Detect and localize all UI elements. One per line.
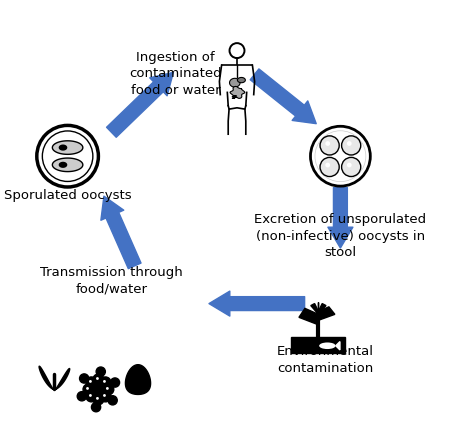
Polygon shape (319, 304, 326, 314)
Ellipse shape (319, 342, 336, 349)
Circle shape (37, 125, 99, 187)
Circle shape (86, 391, 97, 402)
Polygon shape (55, 369, 70, 389)
Circle shape (86, 387, 89, 390)
FancyArrowPatch shape (107, 72, 173, 137)
Bar (292, 337, 346, 353)
Text: Transmission through
food/water: Transmission through food/water (40, 266, 183, 296)
Circle shape (110, 378, 119, 387)
Circle shape (342, 136, 361, 155)
Polygon shape (311, 304, 319, 314)
Circle shape (342, 158, 361, 176)
Circle shape (320, 136, 339, 155)
Circle shape (96, 367, 105, 376)
FancyArrowPatch shape (250, 69, 316, 124)
Circle shape (103, 380, 106, 383)
FancyArrowPatch shape (209, 291, 305, 316)
Polygon shape (336, 341, 340, 350)
Circle shape (108, 396, 117, 405)
Circle shape (347, 141, 352, 146)
FancyArrowPatch shape (328, 187, 353, 248)
Circle shape (103, 394, 106, 397)
Polygon shape (39, 366, 53, 389)
Circle shape (83, 384, 94, 395)
Circle shape (96, 397, 99, 400)
Circle shape (80, 374, 89, 383)
Circle shape (100, 377, 111, 388)
Polygon shape (126, 365, 151, 394)
Circle shape (347, 163, 352, 168)
Polygon shape (299, 308, 319, 325)
Circle shape (325, 141, 330, 146)
Circle shape (103, 384, 114, 395)
Circle shape (92, 383, 105, 396)
Polygon shape (237, 77, 246, 83)
Circle shape (96, 377, 99, 380)
Circle shape (77, 392, 86, 401)
Circle shape (89, 380, 92, 383)
Polygon shape (230, 86, 245, 99)
Circle shape (100, 391, 111, 402)
Circle shape (93, 394, 104, 405)
Polygon shape (59, 144, 67, 150)
Polygon shape (52, 158, 83, 172)
Circle shape (310, 126, 370, 186)
Text: Sporulated oocysts: Sporulated oocysts (4, 189, 131, 202)
Circle shape (86, 377, 97, 388)
FancyArrowPatch shape (101, 196, 141, 269)
Polygon shape (59, 162, 67, 168)
Circle shape (89, 394, 92, 397)
Circle shape (106, 387, 109, 390)
Circle shape (320, 158, 339, 176)
Circle shape (325, 163, 330, 168)
Circle shape (93, 374, 104, 385)
Polygon shape (229, 78, 240, 87)
Circle shape (91, 403, 100, 412)
Text: Environmental
contamination: Environmental contamination (276, 345, 374, 375)
Text: Ingestion of
contaminated
food or water: Ingestion of contaminated food or water (129, 51, 222, 97)
Polygon shape (319, 307, 335, 320)
Text: Excretion of unsporulated
(non-infective) oocysts in
stool: Excretion of unsporulated (non-infective… (255, 213, 427, 260)
Polygon shape (52, 141, 83, 154)
